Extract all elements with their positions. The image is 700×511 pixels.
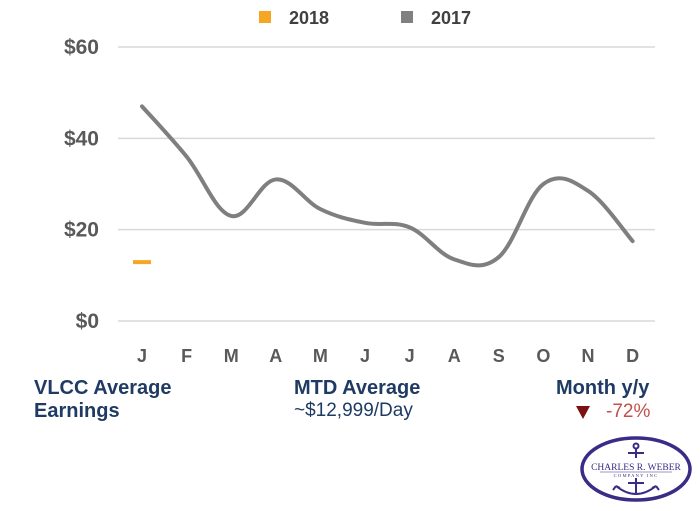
y-tick-label: $60 — [64, 36, 99, 59]
legend-label-2017: 2017 — [431, 8, 471, 28]
legend: 2018 2017 — [259, 8, 471, 28]
x-tick-label: J — [360, 346, 370, 366]
x-tick-label: N — [582, 346, 595, 366]
x-tick-label: J — [405, 346, 415, 366]
footer-left-title-line1: VLCC Average — [34, 377, 172, 399]
down-arrow-icon — [576, 405, 590, 419]
series-line-2017 — [140, 104, 635, 268]
logo-line2: COMPANY INC — [614, 473, 659, 478]
logo-line1: CHARLES R. WEBER — [591, 463, 681, 473]
x-tick-label: F — [181, 346, 192, 366]
x-tick-label: A — [448, 346, 461, 366]
x-tick-label: M — [313, 346, 328, 366]
gridlines — [118, 46, 655, 322]
month-yy-block: Month y/y -72% — [556, 377, 696, 423]
y-tick-label: $0 — [76, 310, 99, 333]
x-tick-label: S — [493, 346, 505, 366]
legend-swatch-2018 — [259, 11, 271, 23]
x-tick-label: O — [536, 346, 550, 366]
anchor-icon — [612, 442, 660, 495]
mtd-average-title: MTD Average — [294, 377, 421, 399]
legend-swatch-2017 — [401, 11, 413, 23]
company-logo: CHARLES R. WEBER COMPANY INC — [580, 436, 692, 502]
mtd-average-value: ~$12,999/Day — [294, 400, 413, 421]
y-axis-ticks: $0 $20 $40 $60 — [64, 36, 99, 333]
line-chart: $0 $20 $40 $60 J F M A M J J A S O N D 2018 2017 — [64, 8, 655, 366]
x-tick-label: J — [137, 346, 147, 366]
y-tick-label: $40 — [64, 127, 99, 150]
legend-label-2018: 2018 — [289, 8, 329, 28]
mtd-average-block: MTD Average ~$12,999/Day — [294, 377, 514, 422]
month-yy-title: Month y/y — [556, 377, 650, 399]
x-tick-label: D — [626, 346, 639, 366]
series-layer — [133, 104, 635, 268]
x-tick-label: A — [269, 346, 282, 366]
y-tick-label: $20 — [64, 219, 99, 242]
x-tick-label: M — [224, 346, 239, 366]
vlcc-average-earnings-label: VLCC Average Earnings — [34, 377, 264, 423]
footer-left-title-line2: Earnings — [34, 400, 120, 422]
month-yy-value: -72% — [606, 401, 651, 422]
